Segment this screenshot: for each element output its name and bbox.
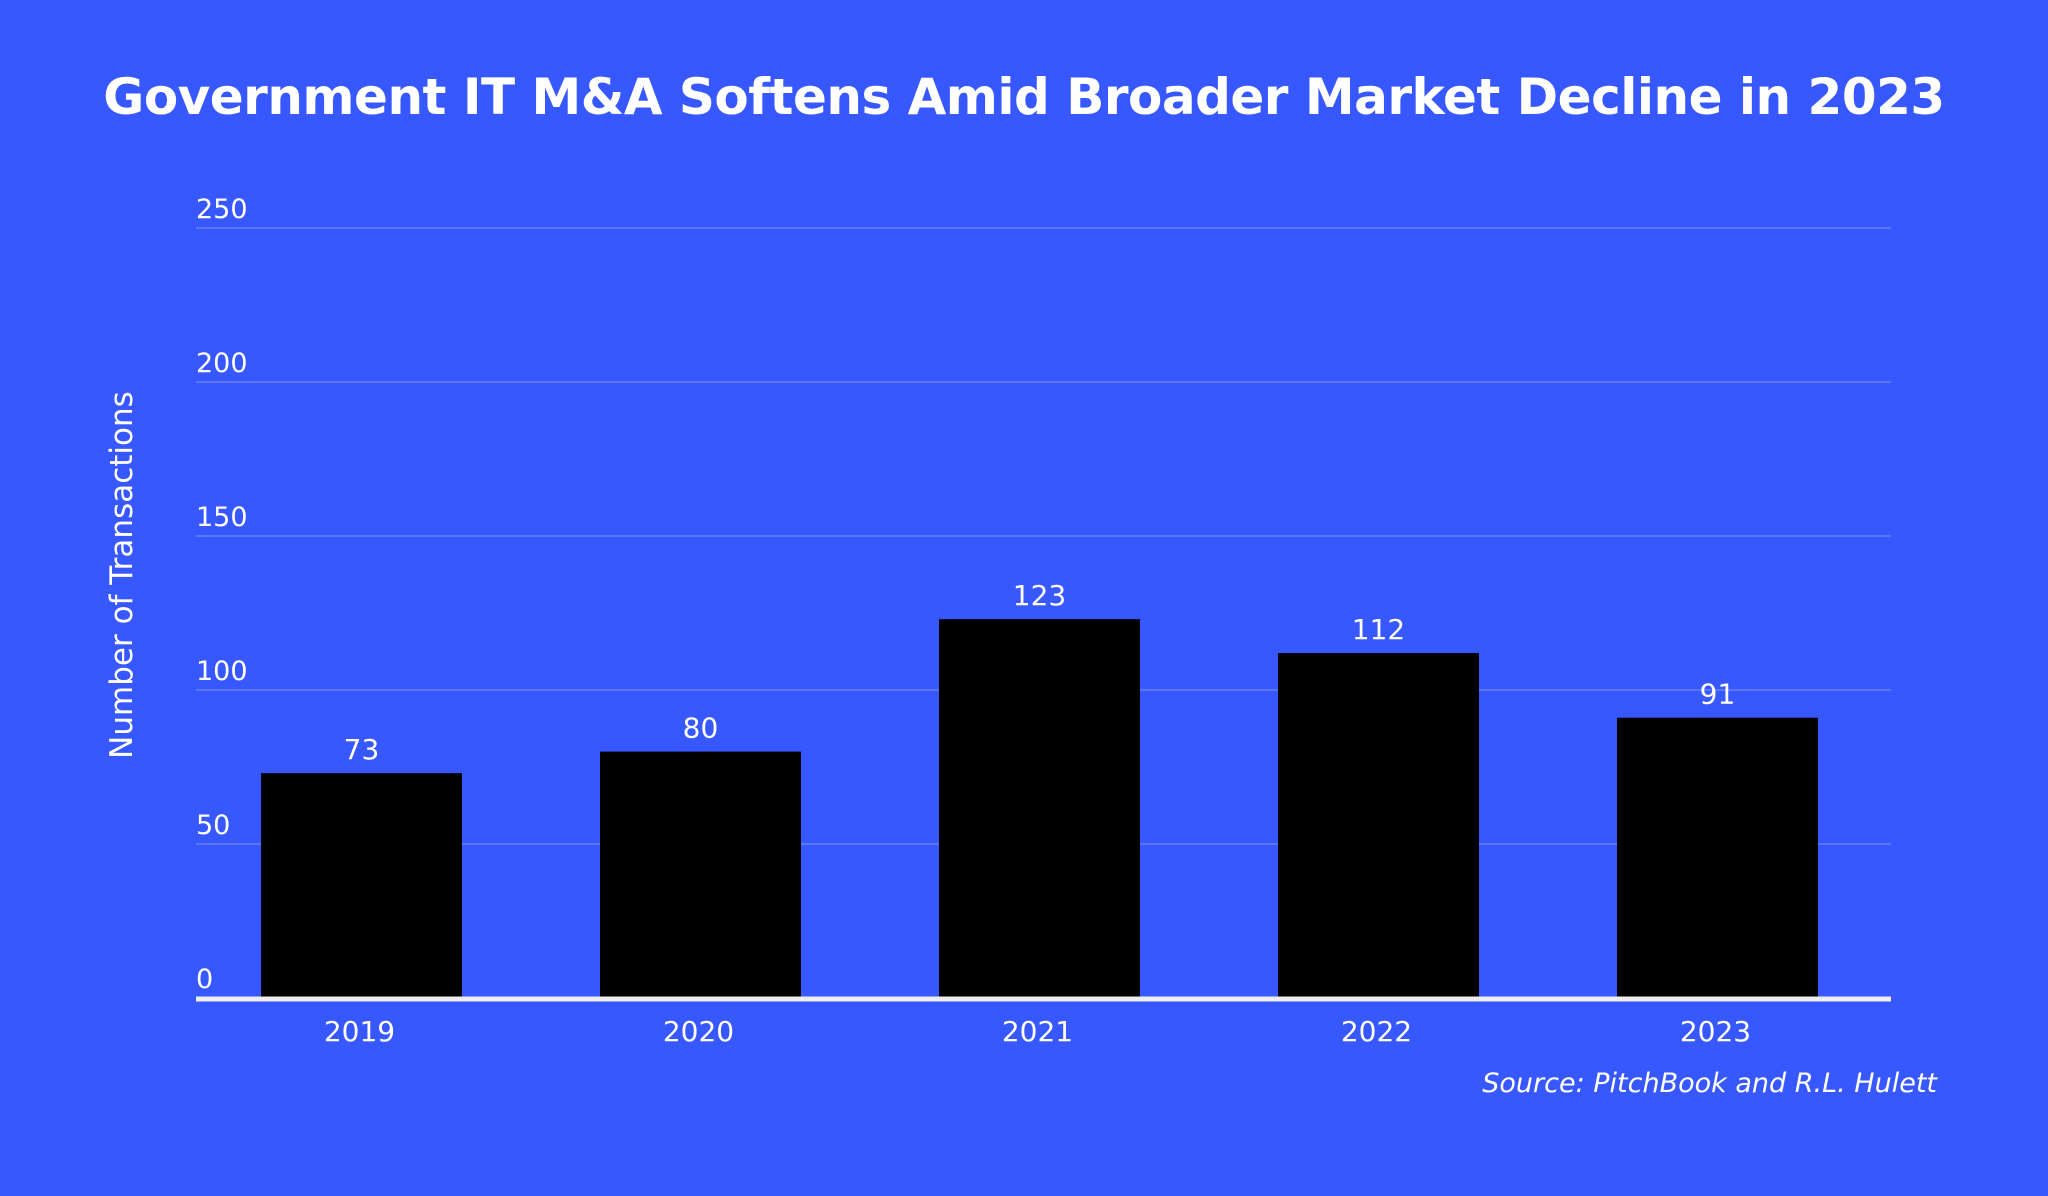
bar — [1617, 717, 1818, 998]
data-label: 123 — [1013, 579, 1066, 612]
x-tick-label: 2020 — [663, 1015, 734, 1048]
x-tick-label: 2023 — [1680, 1015, 1751, 1048]
y-tick-label: 50 — [196, 810, 230, 841]
bar — [939, 619, 1140, 998]
y-tick-label: 0 — [196, 964, 213, 995]
bar — [1278, 653, 1479, 998]
source-note: Source: PitchBook and R.L. Hulett — [1482, 1068, 1937, 1099]
x-tick-label: 2021 — [1002, 1015, 1073, 1048]
data-label: 91 — [1700, 678, 1736, 711]
data-label: 80 — [683, 712, 719, 745]
y-tick-label: 250 — [196, 194, 248, 225]
bar — [261, 773, 462, 998]
chart-title: Government IT M&A Softens Amid Broader M… — [103, 68, 1945, 126]
data-label: 73 — [344, 733, 380, 766]
y-tick-label: 150 — [196, 502, 248, 533]
x-tick-label: 2019 — [324, 1015, 395, 1048]
y-tick-label: 200 — [196, 348, 248, 379]
data-label: 112 — [1352, 613, 1405, 646]
x-tick-label: 2022 — [1341, 1015, 1412, 1048]
y-tick-label: 100 — [196, 656, 248, 687]
bar — [600, 751, 801, 998]
